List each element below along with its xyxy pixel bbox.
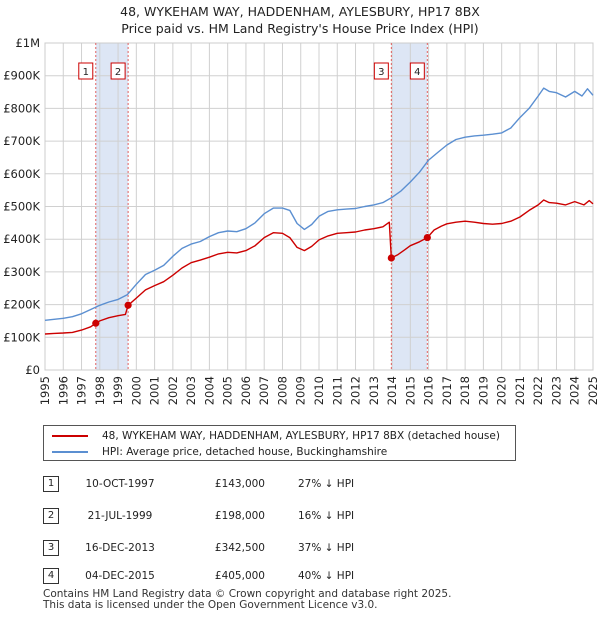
sales-table-row: 2 21-JUL-1999 £198,000 16% ↓ HPI [43, 506, 403, 526]
sale-date: 04-DEC-2015 [85, 570, 155, 582]
legend-swatch-property [52, 435, 88, 437]
sale-price: £342,500 [214, 542, 265, 554]
x-tick-label: 2002 [166, 376, 180, 405]
sales-table-row: 1 10-OCT-1997 £143,000 27% ↓ HPI [43, 474, 403, 494]
x-tick-label: 1995 [38, 376, 52, 405]
legend-label-property: 48, WYKEHAM WAY, HADDENHAM, AYLESBURY, H… [102, 430, 500, 442]
sale-marker-box [110, 62, 126, 80]
sale-point [124, 301, 132, 309]
y-tick-label: £900K [3, 69, 40, 83]
x-tick-label: 1999 [111, 376, 125, 405]
sale-point [387, 254, 395, 262]
x-tick-label: 2017 [440, 376, 454, 405]
x-tick-label: 2008 [275, 376, 289, 405]
x-tick-label: 2012 [349, 376, 363, 405]
sale-date: 10-OCT-1997 [85, 478, 155, 490]
sale-number-badge: 4 [43, 568, 59, 584]
plot-frame [44, 42, 594, 371]
x-tick-label: 1998 [93, 376, 107, 405]
x-tick-label: 2016 [422, 376, 436, 405]
footer-attribution: Contains HM Land Registry data © Crown c… [43, 589, 451, 611]
x-tick-label: 2021 [513, 376, 527, 405]
series-line-hpi [44, 87, 594, 321]
x-tick-label: 1996 [56, 376, 70, 405]
sale-marker-label: 4 [414, 67, 420, 78]
sale-price: £143,000 [214, 478, 265, 490]
sale-number-badge: 1 [43, 476, 59, 492]
sale-point [92, 319, 100, 327]
sale-marker-label: 2 [115, 67, 121, 78]
sale-date: 21-JUL-1999 [87, 510, 153, 522]
x-tick-label: 2024 [568, 376, 582, 405]
chart-title-line2: Price paid vs. HM Land Registry's House … [121, 21, 479, 36]
chart-title-line1: 48, WYKEHAM WAY, HADDENHAM, AYLESBURY, H… [120, 4, 480, 19]
x-tick-label: 2003 [184, 376, 198, 405]
legend-entry-property: 48, WYKEHAM WAY, HADDENHAM, AYLESBURY, H… [52, 428, 500, 444]
x-tick-label: 2005 [221, 376, 235, 405]
sale-hpi-diff: 16% ↓ HPI [298, 510, 355, 522]
y-tick-label: £0 [25, 363, 40, 377]
sale-marker-label: 1 [83, 67, 89, 78]
footer-line-licence: This data is licensed under the Open Gov… [43, 599, 378, 611]
sale-marker-box [373, 62, 389, 80]
chart-title: 48, WYKEHAM WAY, HADDENHAM, AYLESBURY, H… [0, 3, 600, 37]
x-tick-label: 2013 [367, 376, 381, 405]
y-tick-label: £100K [3, 330, 40, 344]
x-tick-label: 2014 [385, 376, 399, 405]
y-tick-label: £700K [3, 134, 40, 148]
x-tick-label: 1997 [75, 376, 89, 405]
price-chart: £0 £100K £200K £300K £400K £500K £600K £700K £80… [3, 36, 600, 405]
y-tick-label: £600K [3, 167, 40, 181]
x-tick-label: 2004 [202, 376, 216, 405]
x-tick-label: 2020 [495, 376, 509, 405]
x-tick-label: 2022 [531, 376, 545, 405]
y-tick-label: £200K [3, 298, 40, 312]
sale-price: £198,000 [214, 510, 265, 522]
y-tick-label: £500K [3, 200, 40, 214]
x-tick-label: 2019 [476, 376, 490, 405]
sale-marker-box [78, 62, 94, 80]
sale-number-badge: 2 [43, 508, 59, 524]
x-tick-label: 2015 [403, 376, 417, 405]
x-tick-label: 2009 [294, 376, 308, 405]
sale-number-badge: 3 [43, 540, 59, 556]
x-tick-label: 2025 [586, 376, 600, 405]
footer-line-copyright: Contains HM Land Registry data © Crown c… [43, 588, 452, 600]
x-tick-label: 2007 [257, 376, 271, 405]
sale-marker-box [409, 62, 425, 80]
sales-table-row: 4 04-DEC-2015 £405,000 40% ↓ HPI [43, 566, 403, 586]
sales-table-row: 3 16-DEC-2013 £342,500 37% ↓ HPI [43, 538, 403, 558]
legend-swatch-hpi [52, 451, 88, 453]
y-tick-label: £300K [3, 265, 40, 279]
sale-hpi-diff: 40% ↓ HPI [298, 570, 355, 582]
y-tick-label: £400K [3, 232, 40, 246]
legend-label-hpi: HPI: Average price, detached house, Buck… [102, 446, 388, 458]
x-tick-label: 2018 [458, 376, 472, 405]
sale-date: 16-DEC-2013 [85, 542, 155, 554]
x-tick-label: 2001 [148, 376, 162, 405]
y-tick-label: £1M [15, 36, 40, 50]
y-tick-label: £800K [3, 101, 40, 115]
legend-entry-hpi: HPI: Average price, detached house, Buck… [52, 444, 387, 460]
chart-legend: 48, WYKEHAM WAY, HADDENHAM, AYLESBURY, H… [43, 425, 516, 461]
sale-point [423, 233, 431, 242]
sale-hpi-diff: 27% ↓ HPI [298, 478, 355, 490]
x-tick-label: 2006 [239, 376, 253, 405]
sale-hpi-diff: 37% ↓ HPI [298, 542, 355, 554]
x-tick-label: 2023 [549, 376, 563, 405]
sale-price: £405,000 [214, 570, 265, 582]
sale-marker-label: 3 [378, 67, 384, 78]
x-tick-label: 2010 [312, 376, 326, 405]
x-tick-label: 2000 [129, 376, 143, 405]
x-tick-label: 2011 [330, 376, 344, 405]
